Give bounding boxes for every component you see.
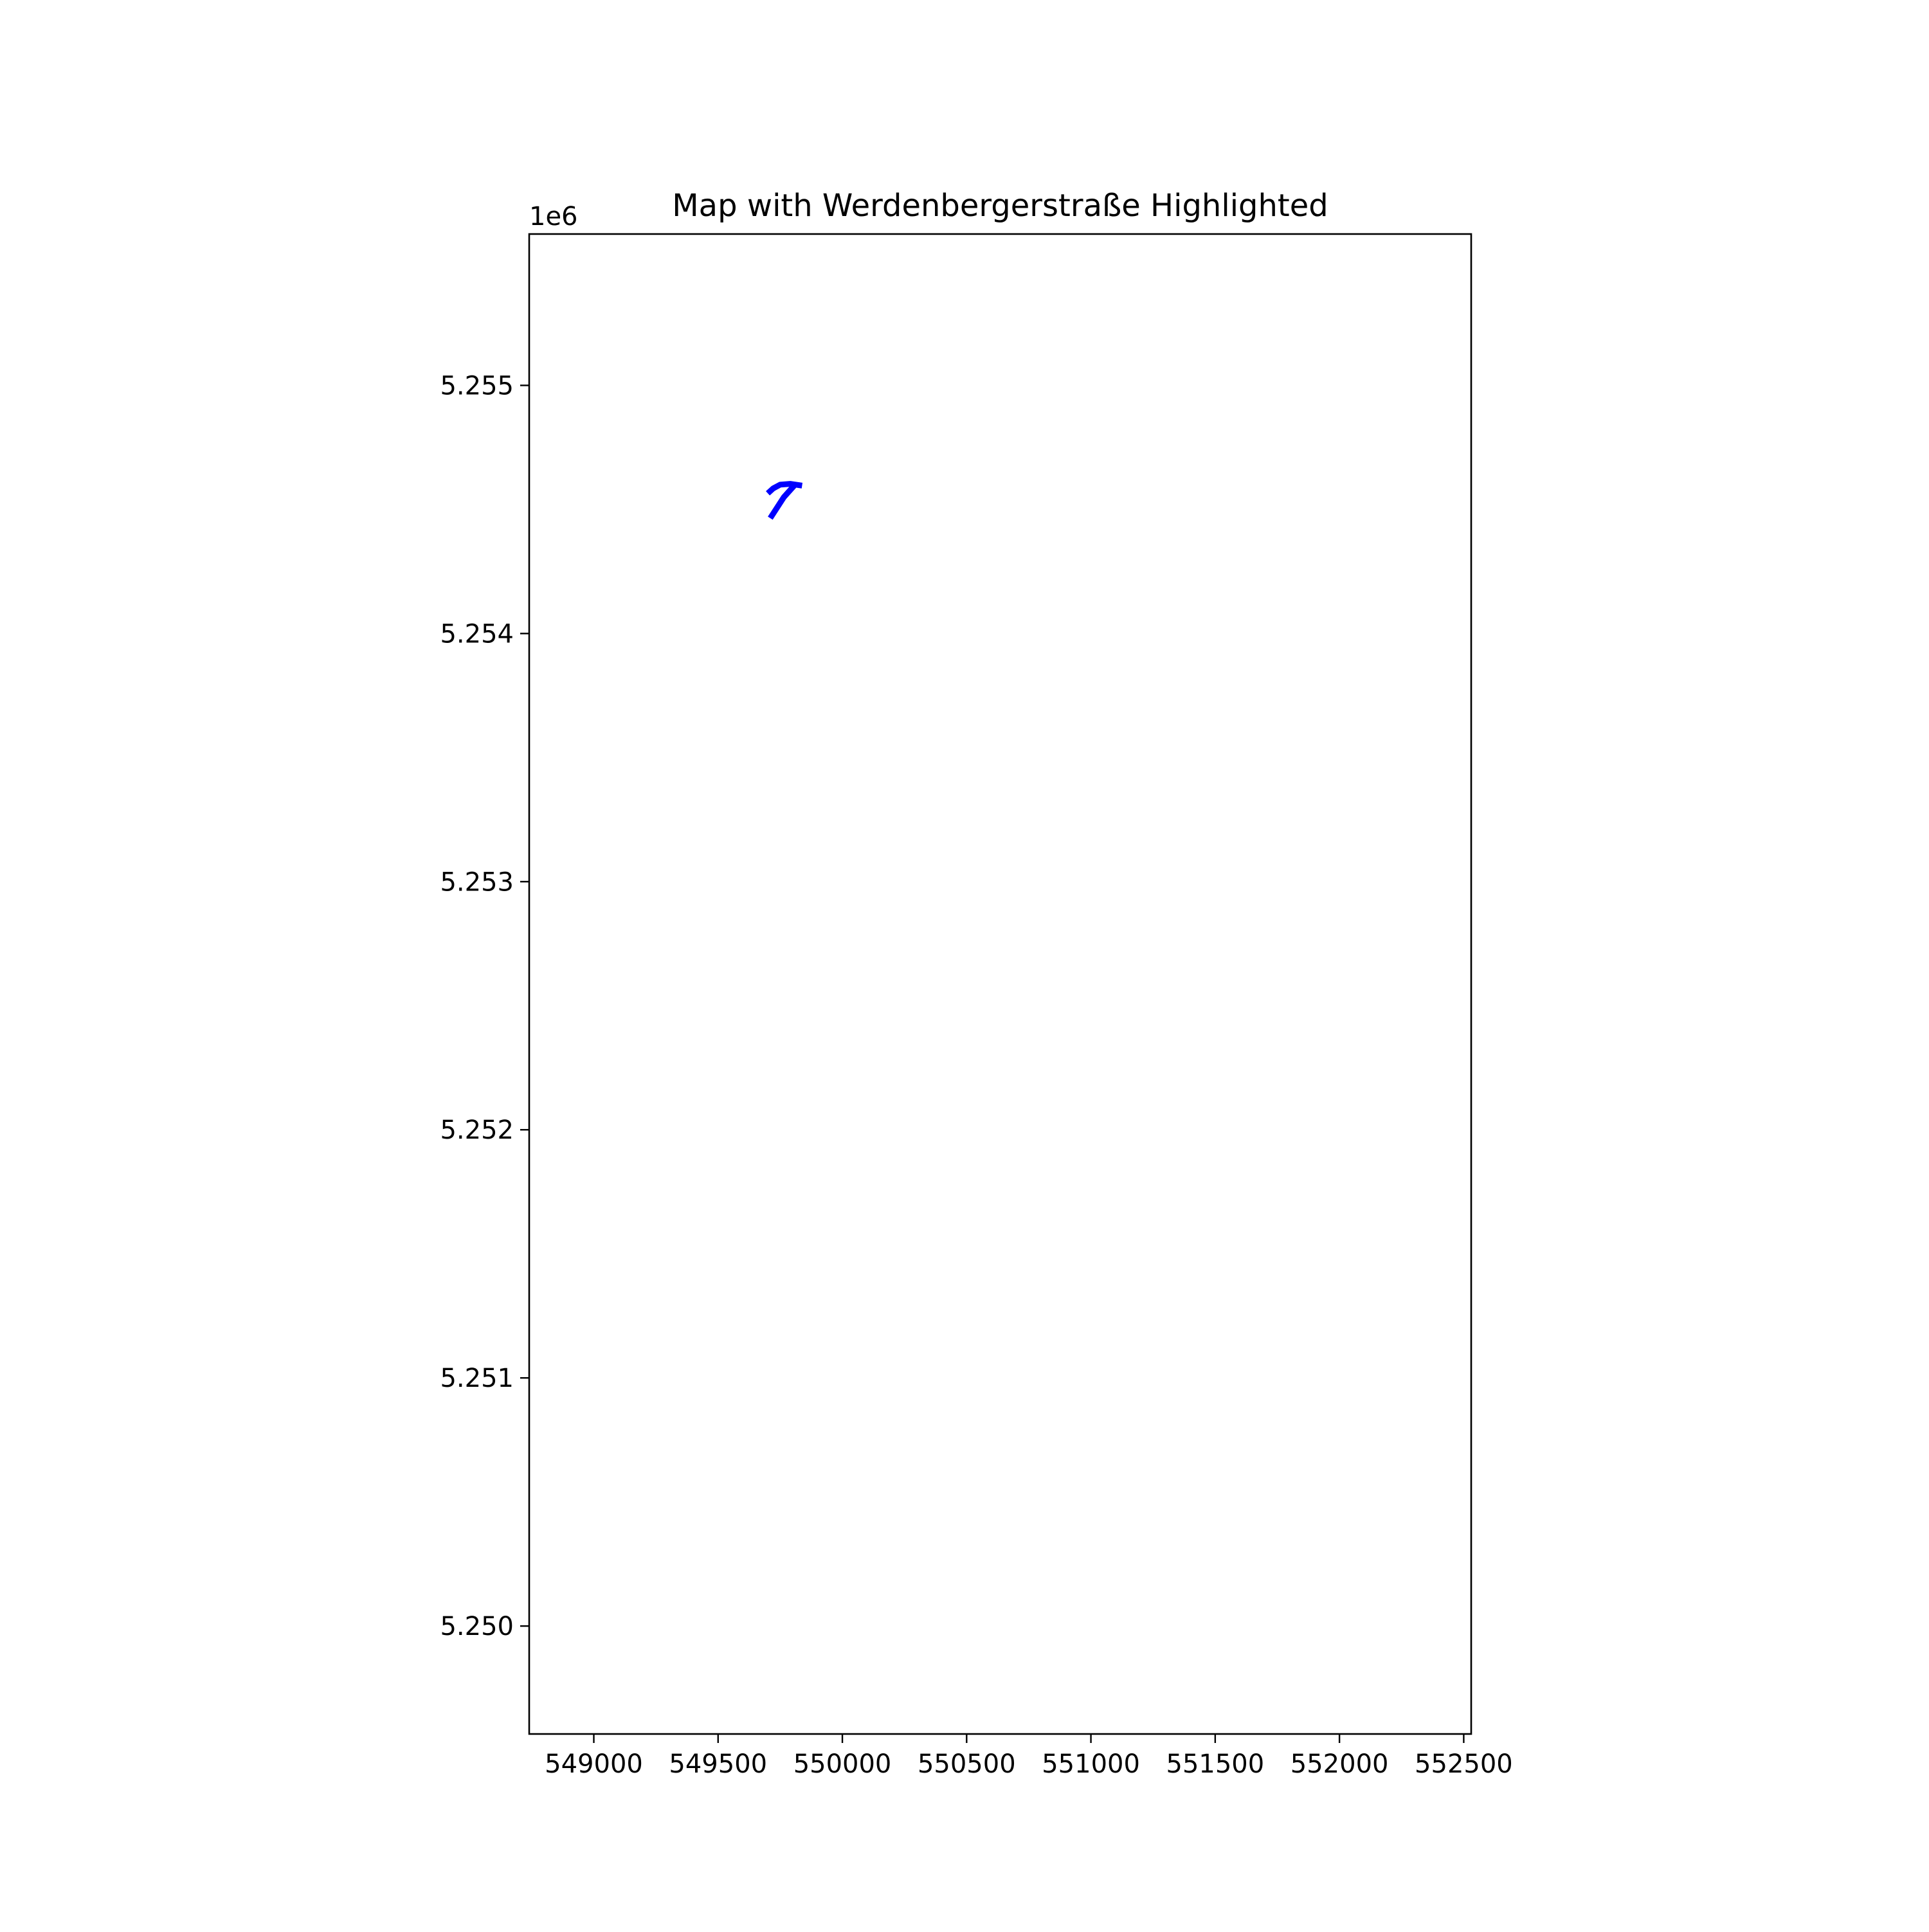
y-tick-label: 5.252 [440,1115,514,1145]
werdenbergerstrasse-segment [768,483,797,520]
x-tick-label: 550500 [918,1749,1016,1779]
y-tick-label: 5.255 [440,371,514,401]
x-tick-label: 551000 [1042,1749,1140,1779]
y-axis-offset-label: 1e6 [529,202,578,231]
y-tick-label: 5.253 [440,867,514,897]
tick-layer: 549000 549500 550000 550500 551000 551500 5520… [440,371,1512,1779]
werdenbergerstrasse-segment [766,481,803,496]
y-tick-label: 5.250 [440,1612,514,1641]
x-tick-label: 552000 [1291,1749,1389,1779]
x-tick-label: 549500 [669,1749,767,1779]
chart-title: Map with Werdenbergerstraße Highlighted [672,188,1328,224]
x-tick-label: 552500 [1415,1749,1513,1779]
y-tick-label: 5.251 [440,1364,514,1393]
x-tick-label: 550000 [793,1749,892,1779]
x-tick-label: 549000 [545,1749,643,1779]
y-tick-label: 5.254 [440,619,514,649]
road-layer [766,481,803,520]
x-tick-label: 551500 [1166,1749,1265,1779]
plot-frame [528,233,1472,1735]
